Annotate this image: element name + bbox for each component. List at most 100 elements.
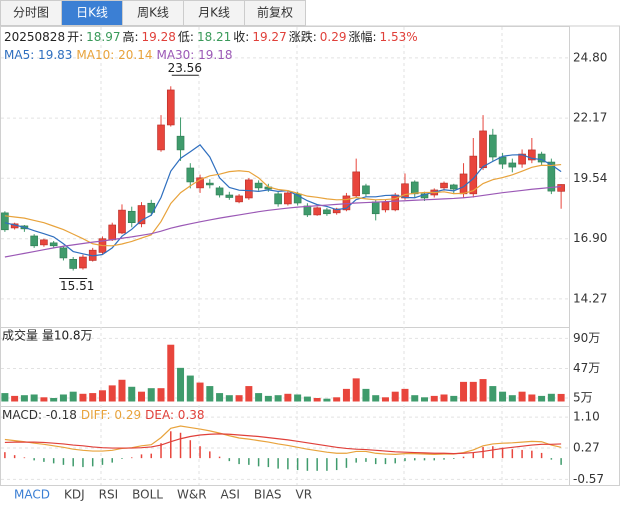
candle-body xyxy=(303,205,312,216)
indicator-tab[interactable]: BOLL xyxy=(132,488,163,502)
tab-label[interactable]: 日K线 xyxy=(76,6,108,20)
indicator-tab[interactable]: ASI xyxy=(221,488,240,502)
candle-body xyxy=(547,161,556,192)
volume-bar xyxy=(479,379,487,402)
indicator-tab[interactable]: KDJ xyxy=(64,488,85,502)
candle-body xyxy=(528,149,536,161)
volume-bar xyxy=(118,379,126,402)
candle-body xyxy=(157,124,165,151)
macd-bar xyxy=(62,458,65,465)
ma-line xyxy=(4,163,562,247)
volume-bar xyxy=(518,391,526,402)
volume-bar xyxy=(508,395,516,402)
info-value: 19.27 xyxy=(252,30,286,44)
volume-bar xyxy=(255,393,263,402)
volume-bar xyxy=(40,397,48,402)
macd-bar xyxy=(472,452,475,459)
info-value: 18.97 xyxy=(86,30,120,44)
candle-body xyxy=(371,201,380,215)
info-label: 高: xyxy=(122,29,138,44)
tab[interactable] xyxy=(0,0,62,26)
volume-bar xyxy=(362,388,370,402)
y-tick-label: 24.80 xyxy=(573,50,607,64)
macd-bar xyxy=(501,447,504,459)
macd-bar xyxy=(160,443,162,459)
info-value: 19.28 xyxy=(142,30,176,44)
macd-bar xyxy=(365,458,367,462)
indicator-tab[interactable]: MACD xyxy=(14,488,50,502)
volume-bar xyxy=(69,391,77,402)
volume-bar xyxy=(177,367,185,402)
info-label: 收: xyxy=(233,30,249,44)
macd-line xyxy=(4,433,562,455)
candle-body xyxy=(186,167,195,183)
tab[interactable] xyxy=(244,0,306,26)
tab-label[interactable]: 月K线 xyxy=(198,6,230,20)
candle-body xyxy=(1,212,9,231)
macd-bar xyxy=(130,457,133,459)
volume-bar xyxy=(421,397,428,402)
macd-bar xyxy=(433,458,436,461)
candle-body xyxy=(293,193,302,204)
tab[interactable] xyxy=(122,0,184,26)
candle-body xyxy=(59,247,68,259)
candle-body xyxy=(332,208,341,214)
indicator-tab[interactable]: VR xyxy=(296,488,313,502)
volume-bar xyxy=(469,381,477,402)
macd-bar xyxy=(179,432,182,459)
macd-bar xyxy=(218,456,221,459)
indicator-tab[interactable]: W&R xyxy=(177,488,207,502)
ma-line xyxy=(4,144,562,257)
volume-bar xyxy=(450,395,458,402)
candle-body xyxy=(537,153,546,163)
volume-bar xyxy=(196,382,204,402)
candle-body xyxy=(323,209,331,215)
indicator-tab[interactable]: BIAS xyxy=(254,488,282,502)
macd-bar xyxy=(199,446,201,459)
tab[interactable] xyxy=(61,0,123,26)
volume-bar xyxy=(225,395,233,402)
volume-bar xyxy=(245,386,253,402)
tab-label[interactable]: 周K线 xyxy=(137,6,169,20)
tab[interactable] xyxy=(183,0,245,26)
macd-bar xyxy=(4,452,6,459)
candle-body xyxy=(508,162,517,168)
candle-body xyxy=(40,239,48,246)
macd-bar xyxy=(228,458,231,462)
macd-bar xyxy=(453,458,455,459)
volume-bar xyxy=(401,388,409,402)
volume-bar xyxy=(147,388,155,402)
y-tick-label: -0.57 xyxy=(573,472,604,486)
volume-bar xyxy=(430,395,438,402)
candle-body xyxy=(137,205,146,225)
candle-body xyxy=(196,177,204,189)
candle-body xyxy=(557,184,565,192)
period-separators xyxy=(100,27,503,485)
macd-bar xyxy=(248,458,250,465)
legend-entry: MA5: 19.83 xyxy=(4,48,72,62)
volume-bar xyxy=(372,395,380,402)
macd-bar xyxy=(121,458,123,459)
candle-body xyxy=(498,156,507,165)
macd-bar xyxy=(394,458,396,464)
volume-bar xyxy=(138,391,145,402)
candle-body xyxy=(440,182,448,189)
tab-label[interactable]: 分时图 xyxy=(13,6,49,20)
macd-bar xyxy=(540,452,543,459)
info-label: 涨幅: xyxy=(348,29,376,44)
volume-bar xyxy=(313,397,321,402)
macd-bar xyxy=(492,446,494,459)
volume-title: 成交量 量10.8万 xyxy=(2,328,93,343)
tab-label[interactable]: 前复权 xyxy=(257,5,293,20)
candle-body xyxy=(479,130,487,169)
candle-body xyxy=(489,134,497,158)
volume-bar xyxy=(186,375,194,402)
macd-bar xyxy=(326,458,328,471)
volume-bar xyxy=(79,393,87,402)
indicator-tab[interactable]: RSI xyxy=(99,488,119,502)
volume-bar xyxy=(274,395,282,402)
macd-bar xyxy=(462,456,465,459)
macd-bar xyxy=(43,458,45,462)
volume-bar xyxy=(59,394,67,402)
legend: MACD: -0.18 DIFF: 0.29 DEA: 0.38 xyxy=(2,408,205,422)
